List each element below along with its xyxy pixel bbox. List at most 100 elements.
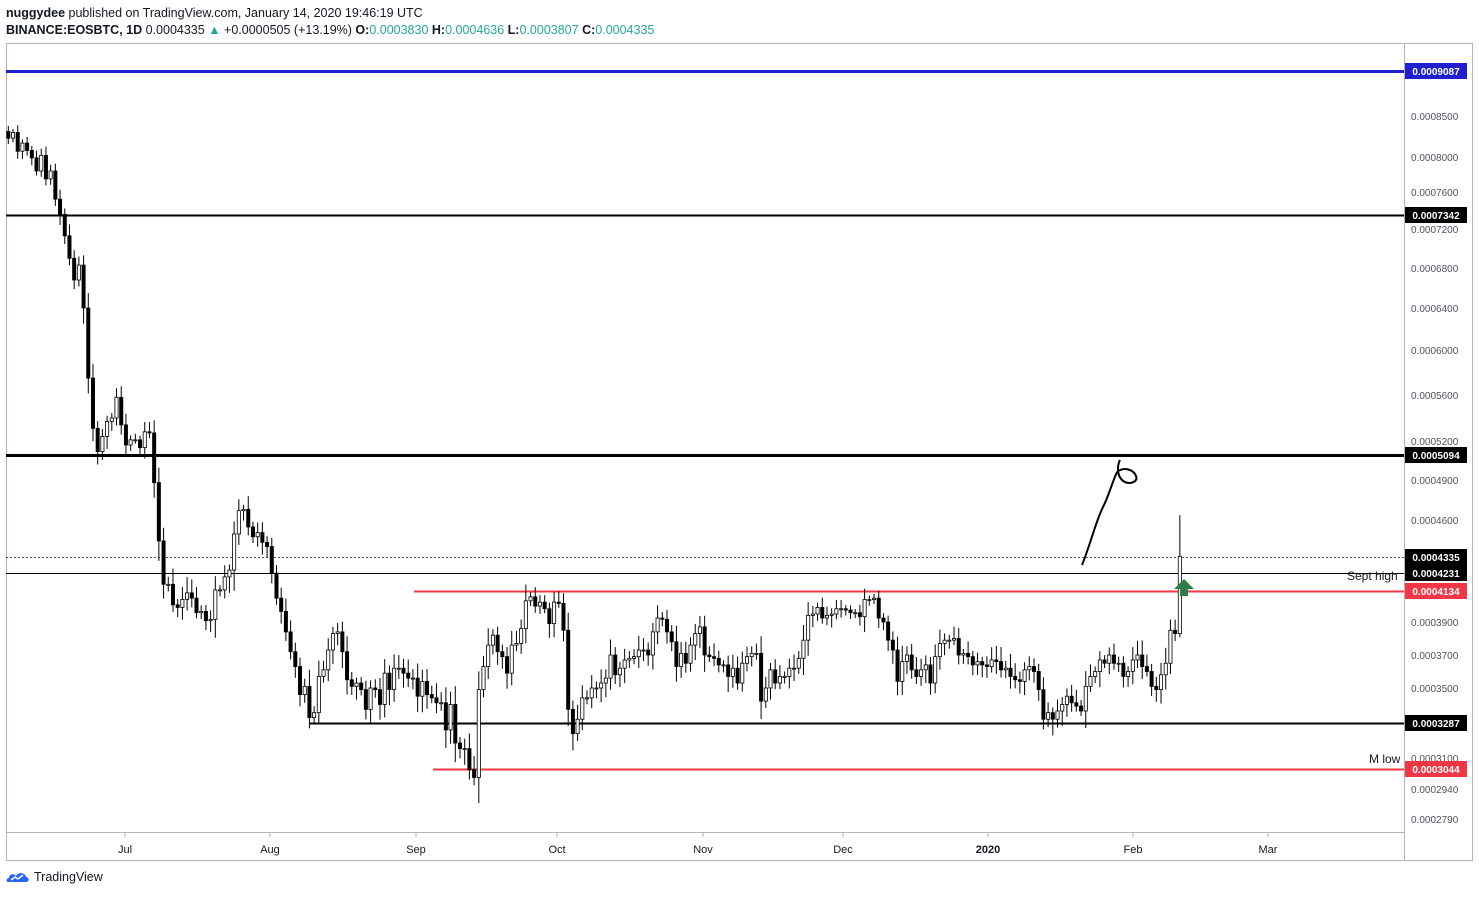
candle-body-down (373, 687, 378, 691)
time-tick-label: Jul (118, 844, 132, 856)
candle-body-up (693, 633, 698, 646)
low-value: 0.0003807 (519, 23, 579, 37)
candle-body-up (1116, 662, 1121, 665)
time-tick-label: Oct (548, 844, 565, 856)
candle-body-up (740, 662, 745, 684)
candle-body-up (255, 532, 260, 538)
candle-body-down (1036, 671, 1041, 691)
candle-body-down (716, 657, 721, 666)
candle-body-down (665, 618, 670, 633)
candle-body-down (735, 667, 740, 684)
candle-body-up (603, 677, 608, 684)
candle-body-down (246, 508, 251, 528)
candle-body-down (43, 154, 48, 180)
candle-body-down (283, 611, 288, 633)
candle-body-up (782, 676, 787, 678)
candle-body-up (810, 613, 815, 616)
candle-body-down (62, 213, 67, 237)
candle-body-up (575, 718, 580, 735)
candle-body-down (970, 656, 975, 666)
candle-body-down (260, 532, 265, 543)
candle-body-up (236, 510, 241, 535)
candle-body-up (697, 626, 702, 634)
price-label-text: 0.0005094 (1412, 451, 1460, 462)
candle-body-down (406, 672, 411, 679)
candle-body-up (241, 508, 246, 512)
candle-body-up (114, 396, 119, 419)
candle-body-down (646, 649, 651, 656)
candle-body-down (1050, 712, 1055, 720)
change-up-icon: ▲ (208, 23, 221, 37)
tradingview-brand[interactable]: TradingView (34, 870, 103, 884)
candle-body-down (15, 131, 20, 152)
price-axis[interactable]: 0.0008500 0.0008000 0.0007600 0.0007200 0.00… (1411, 112, 1459, 826)
candle-body-up (20, 142, 25, 152)
price-tick-label: 0.0003900 (1411, 618, 1459, 629)
price-tick-label: 0.0005200 (1411, 437, 1459, 448)
candle-body-down (956, 638, 961, 656)
candle-body-down (86, 307, 91, 379)
candle-body-up (815, 607, 820, 615)
candle-body-down (848, 609, 853, 614)
candle-body-down (203, 611, 208, 622)
candle-body-down (29, 150, 34, 159)
candle-body-up (585, 697, 590, 700)
candle-body-down (1031, 666, 1036, 672)
candle-body-up (872, 597, 877, 600)
candle-body-down (161, 540, 166, 585)
candle-body-up (1130, 659, 1135, 672)
candle-body-up (185, 592, 190, 600)
candle-body-down (90, 377, 95, 429)
author-name[interactable]: nuggydee (6, 6, 66, 20)
candle-body-down (425, 681, 430, 695)
candle-body-down (890, 639, 895, 651)
candle-body-down (250, 526, 255, 538)
candle-body-down (293, 651, 298, 667)
candle-body-up (1168, 629, 1173, 664)
candle-body-down (881, 617, 886, 623)
candle-body-up (326, 649, 331, 671)
candle-body-down (999, 661, 1004, 671)
price-tick-label: 0.0008500 (1411, 112, 1459, 123)
candle-body-up (806, 614, 811, 641)
candle-body-up (834, 608, 839, 615)
price-tick-label: 0.0006400 (1411, 304, 1459, 315)
candle-body-up (396, 667, 401, 670)
candle-body-up (961, 652, 966, 656)
candle-body-down (707, 654, 712, 658)
horizontal-levels (6, 70, 1404, 771)
price-tick-label: 0.0002940 (1411, 785, 1459, 796)
price-labels: 0.0009087 0.0007342 0.0005094 0.0004335 0.00… (1405, 63, 1467, 777)
candle-body-down (1017, 679, 1022, 682)
tradingview-logo-icon (6, 873, 29, 882)
candle-body-up (589, 687, 594, 699)
candles (6, 125, 1182, 804)
candle-body-up (218, 589, 223, 592)
candle-body-up (519, 628, 524, 644)
candle-body-up (528, 596, 533, 602)
time-tick-label: Mar (1259, 844, 1278, 856)
price-label-box (1405, 447, 1467, 463)
candle-body-down (349, 679, 354, 687)
candle-body-down (387, 672, 392, 691)
candle-body-down (1041, 689, 1046, 720)
candle-body-up (232, 533, 237, 571)
candle-body-up (321, 669, 326, 677)
price-label-box (1405, 63, 1467, 79)
candle-body-up (199, 611, 204, 614)
symbol-label[interactable]: BINANCE:EOSBTC, 1D (6, 23, 143, 37)
price-tick-label: 0.0007600 (1411, 188, 1459, 199)
price-label-text: 0.0004231 (1412, 569, 1460, 580)
candle-body-down (1008, 667, 1013, 677)
candle-body-down (288, 631, 293, 653)
candle-body-up (180, 599, 185, 608)
time-axis[interactable]: Jul Aug Sep Oct Nov Dec 2020 Feb Mar (118, 833, 1278, 856)
candle-body-down (966, 652, 971, 658)
candle-body-down (561, 603, 566, 631)
candle-body-down (542, 601, 547, 610)
candle-body-up (420, 681, 425, 697)
candle-body-up (608, 654, 613, 679)
high-value: 0.0004636 (445, 23, 505, 37)
candle-body-down (674, 641, 679, 667)
